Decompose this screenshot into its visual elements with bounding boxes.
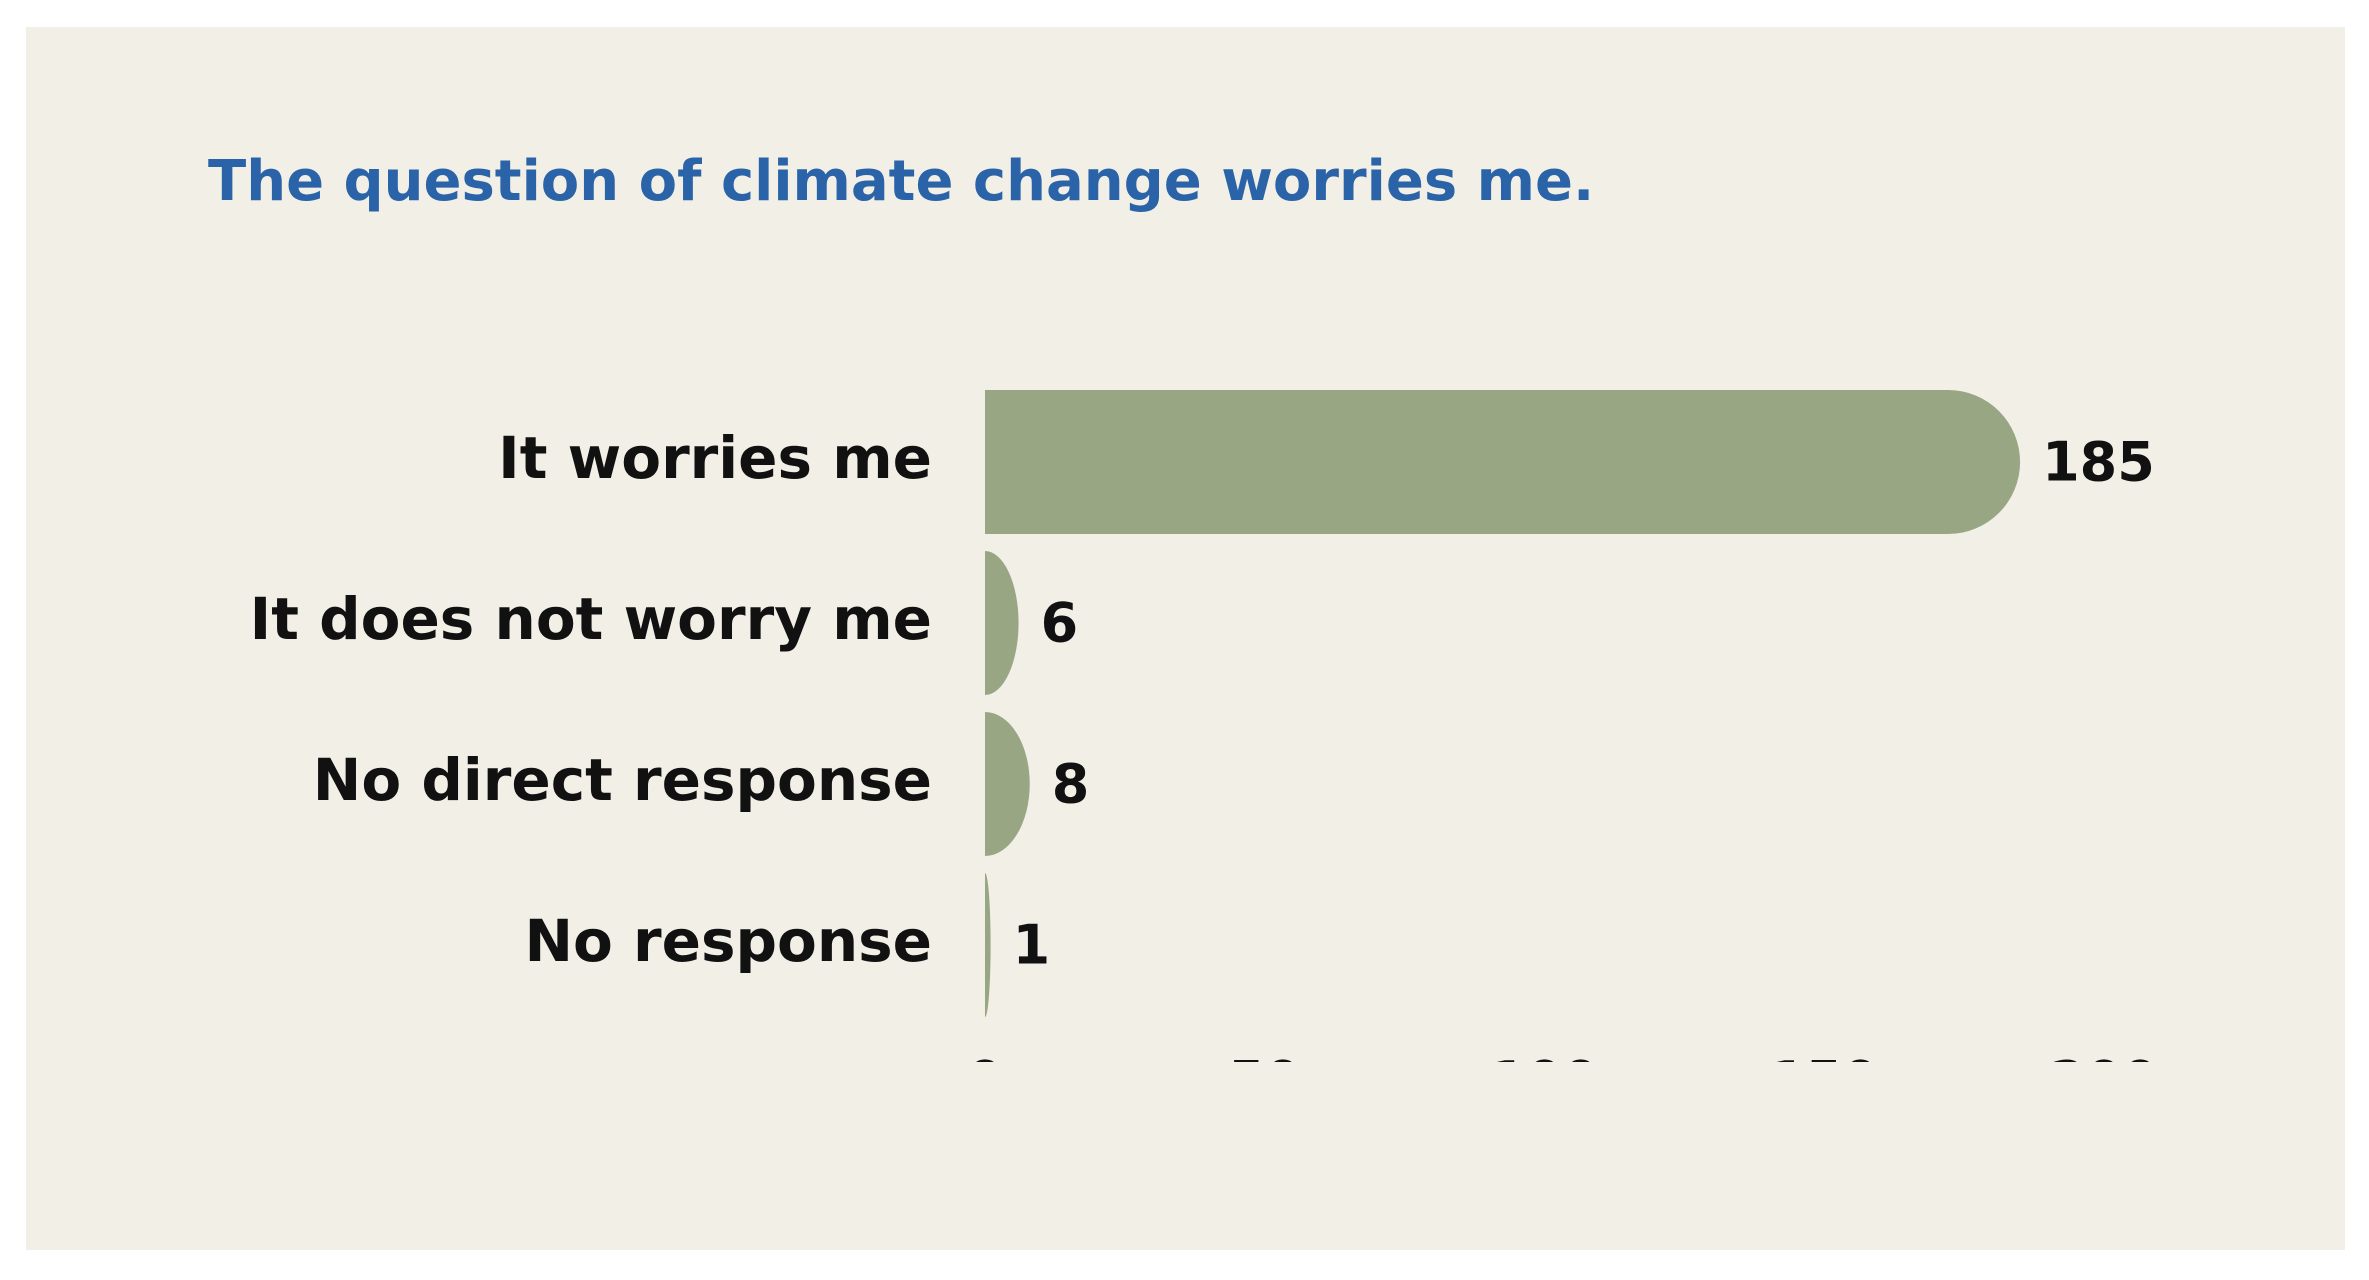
y-tick-label: No direct response [313, 746, 932, 814]
tick-group: 0 50 100 150 200 [967, 1051, 2159, 1111]
value-label: 6 [1041, 592, 1079, 655]
x-tick-label: 150 [1770, 1051, 1879, 1111]
x-tick-label: 50 [1229, 1051, 1301, 1111]
bar [985, 873, 991, 1017]
value-label: 185 [2042, 431, 2155, 494]
x-tick-label: 200 [2050, 1051, 2159, 1111]
value-label: 8 [1052, 753, 1090, 816]
x-tick-label: 100 [1490, 1051, 1599, 1111]
bar [985, 390, 2021, 534]
panel [26, 27, 2345, 1250]
bar [985, 712, 1030, 856]
chart-title: The question of climate change worries m… [208, 149, 1594, 214]
y-tick-label: It does not worry me [250, 585, 932, 653]
y-tick-label: It worries me [498, 424, 932, 492]
y-tick-label: No response [524, 907, 932, 975]
bar [985, 551, 1019, 695]
value-label: 1 [1013, 914, 1051, 977]
x-tick-label: 0 [967, 1051, 1003, 1111]
